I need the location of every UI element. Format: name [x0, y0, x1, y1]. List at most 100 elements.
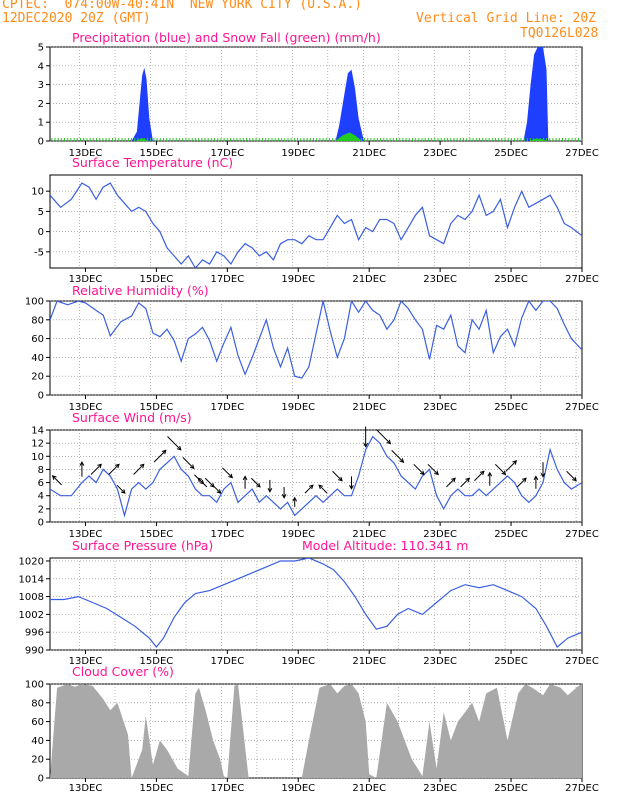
cloud-ytick-label: 0 — [38, 774, 44, 785]
wind-ytick-label: 8 — [38, 465, 44, 476]
precip-ytick-label: 5 — [38, 43, 44, 54]
cloud-area — [50, 684, 582, 778]
wind-arrow-head — [349, 485, 354, 490]
pres-xtick-label: 21DEC — [352, 656, 386, 667]
wind-xtick-label: 23DEC — [423, 529, 457, 540]
wind-arrow — [212, 484, 222, 494]
wind-ytick-label: 6 — [38, 478, 44, 489]
wind-arrow — [90, 463, 102, 475]
pres-frame — [49, 557, 583, 651]
cloud-ytick-label: 20 — [31, 755, 44, 766]
wind-arrow — [375, 429, 391, 444]
rh-ytick-label: 80 — [31, 315, 44, 326]
temp-xtick-label: 13DEC — [69, 274, 103, 285]
cloud-xtick-label: 21DEC — [352, 783, 386, 794]
wind-arrow-head — [228, 473, 234, 479]
wind-arrow-head — [197, 477, 203, 483]
cloud-xtick-label: 15DEC — [140, 783, 174, 794]
header-date: 12DEC2020 20Z (GMT) — [2, 11, 151, 26]
wind-arrow-head — [465, 477, 471, 483]
cloud-xtick-label: 17DEC — [210, 783, 244, 794]
precip-xtick-label: 27DEC — [565, 148, 599, 159]
wind-arrow — [108, 463, 120, 475]
temp-ytick-label: 0 — [38, 227, 44, 238]
rh-ytick-label: 60 — [31, 334, 44, 345]
wind-xtick-label: 21DEC — [352, 529, 386, 540]
wind-arrow-head — [419, 470, 425, 476]
temp-ytick-label: 10 — [31, 187, 44, 198]
pres-xtick-label: 17DEC — [210, 656, 244, 667]
cloud-ytick-label: 60 — [31, 717, 44, 728]
wind-arrow — [52, 475, 62, 486]
wind-arrow-head — [451, 477, 456, 483]
pres-ytick-label: 1002 — [19, 610, 44, 621]
pres-xtick-label: 25DEC — [494, 656, 528, 667]
wind-arrow-head — [216, 489, 222, 494]
precip-xtick-label: 19DEC — [281, 148, 315, 159]
header-model-code: TQ0126L028 — [520, 26, 599, 41]
wind-ytick-label: 2 — [38, 504, 44, 515]
cloud-ytick-label: 40 — [31, 736, 44, 747]
rh-xtick-label: 13DEC — [69, 402, 103, 413]
temp-ytick-label: 5 — [38, 207, 44, 218]
wind-arrow-head — [512, 460, 518, 465]
wind-arrow — [517, 477, 527, 488]
pres-xtick-label: 15DEC — [140, 656, 174, 667]
rh-ytick-label: 0 — [38, 391, 44, 402]
wind-arrow-head — [479, 470, 485, 476]
wind-line — [50, 435, 582, 518]
wind-arrow-head — [572, 476, 577, 482]
temp-panel — [46, 174, 583, 272]
wind-arrow — [318, 484, 328, 494]
precip-xtick-label: 13DEC — [69, 148, 103, 159]
wind-arrow-head — [487, 471, 493, 477]
temp-line — [50, 182, 582, 268]
wind-ytick-label: 12 — [31, 439, 44, 450]
wind-arrow — [304, 484, 314, 494]
wind-arrow — [222, 467, 233, 478]
wind-xtick-label: 13DEC — [69, 529, 103, 540]
rh-xtick-label: 15DEC — [140, 402, 174, 413]
temp-xtick-label: 25DEC — [494, 274, 528, 285]
wind-arrow-head — [363, 442, 369, 448]
wind-arrow-head — [338, 476, 343, 482]
temp-xtick-label: 19DEC — [281, 274, 315, 285]
wind-arrow-head — [399, 458, 405, 463]
precip-frame — [49, 46, 583, 142]
cloud-title: Cloud Cover (%) — [72, 664, 174, 679]
wind-xtick-label: 25DEC — [494, 529, 528, 540]
pres-xtick-label: 19DEC — [281, 656, 315, 667]
precip-title: Precipitation (blue) and Snow Fall (gree… — [72, 30, 381, 45]
temp-title: Surface Temperature (nC) — [72, 155, 233, 170]
precip-panel — [46, 46, 583, 145]
wind-xtick-label: 19DEC — [281, 529, 315, 540]
rh-xtick-label: 21DEC — [352, 402, 386, 413]
precip-series-green — [135, 132, 547, 141]
cloud-xtick-label: 13DEC — [69, 783, 103, 794]
wind-arrow-head — [120, 489, 126, 494]
wind-arrow — [116, 484, 126, 494]
wind-arrow-head — [386, 439, 392, 445]
wind-ytick-label: 4 — [38, 491, 44, 502]
precip-ytick-label: 2 — [38, 99, 44, 110]
rh-xtick-label: 27DEC — [565, 402, 599, 413]
wind-arrow-head — [501, 470, 507, 476]
rh-xtick-label: 23DEC — [423, 402, 457, 413]
wind-arrow-head — [267, 488, 273, 493]
rh-panel — [46, 300, 583, 399]
precip-xtick-label: 25DEC — [494, 148, 528, 159]
wind-arrow — [182, 457, 195, 469]
wind-frame — [49, 429, 583, 523]
precip-xtick-label: 23DEC — [423, 148, 457, 159]
temp-frame — [49, 174, 583, 269]
rh-line — [50, 301, 582, 379]
rh-ytick-label: 100 — [25, 297, 44, 308]
pres-panel — [46, 557, 583, 654]
pres-xtick-label: 23DEC — [423, 656, 457, 667]
pres-subtitle: Model Altitude: 110.341 m — [302, 538, 468, 553]
wind-arrow-head — [522, 477, 527, 483]
wind-arrow — [413, 463, 425, 475]
rh-xtick-label: 17DEC — [210, 402, 244, 413]
pres-title: Surface Pressure (hPa) — [72, 538, 213, 553]
